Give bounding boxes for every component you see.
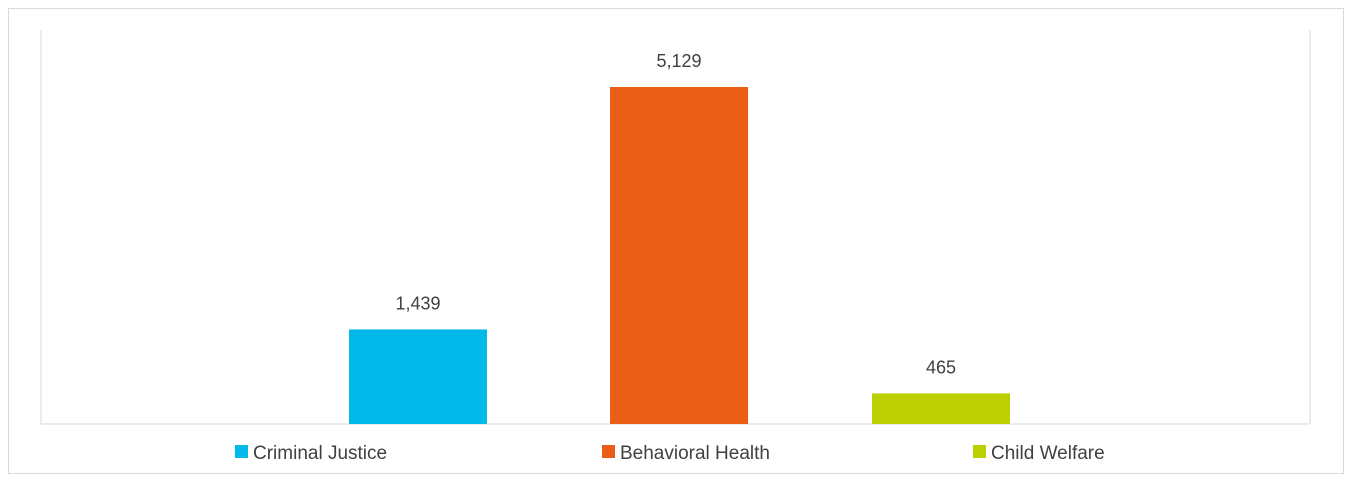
legend: Criminal Justice Behavioral Health Child W… xyxy=(235,443,1105,464)
bars-group xyxy=(349,87,1010,424)
plot-area: 1,439 5,129 465 xyxy=(40,30,1311,425)
bar-criminal-justice xyxy=(349,329,487,424)
legend-label-criminal-justice: Criminal Justice xyxy=(253,443,387,464)
legend-swatch-child-welfare xyxy=(973,445,986,458)
legend-label-behavioral-health: Behavioral Health xyxy=(620,443,770,464)
legend-swatch-behavioral-health xyxy=(602,445,615,458)
data-label-criminal-justice: 1,439 xyxy=(395,293,440,313)
legend-swatch-criminal-justice xyxy=(235,445,248,458)
data-labels-group: 1,439 5,129 465 xyxy=(395,51,956,377)
bar-behavioral-health xyxy=(610,87,748,424)
data-label-child-welfare: 465 xyxy=(926,357,956,377)
bar-child-welfare xyxy=(872,393,1010,424)
legend-label-child-welfare: Child Welfare xyxy=(991,443,1105,464)
data-label-behavioral-health: 5,129 xyxy=(656,51,701,71)
